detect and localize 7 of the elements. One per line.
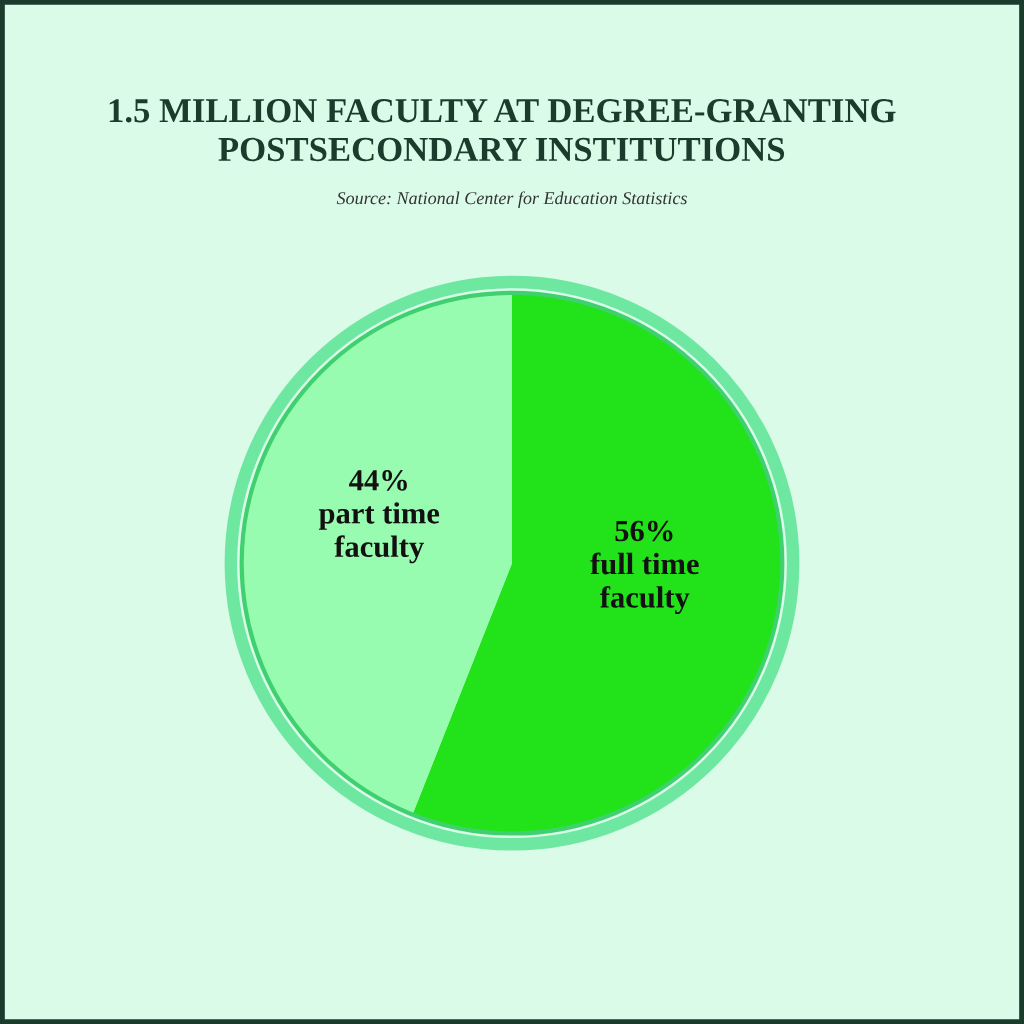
data-label: 44% [349,470,407,491]
chart-title: 1.5 MILLION FACULTY AT DEGREE-GRANTING POSTSECONDARY INSTITUTIONS [109,99,896,162]
data-label: 56% [615,520,673,542]
pie-slice [241,292,512,815]
slice-label: part time faculty [318,502,440,564]
source-note: Source: National Center for Education Statistics [336,191,687,208]
slice-label: full time faculty [590,552,699,614]
